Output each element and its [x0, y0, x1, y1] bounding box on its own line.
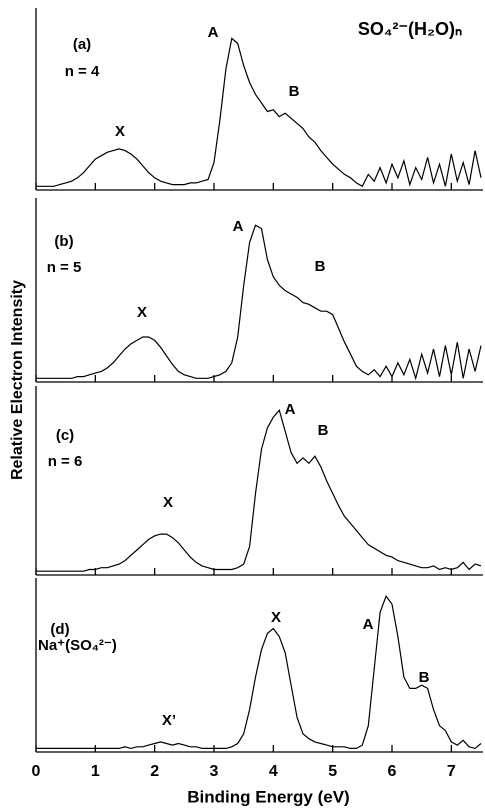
x-tick-label: 0 — [32, 763, 41, 780]
peak-annotation: A — [363, 616, 374, 633]
panel-sublabel: n = 4 — [65, 63, 100, 80]
peak-annotation: B — [315, 258, 326, 275]
spectrum-line — [36, 594, 482, 750]
x-tick-label: 7 — [447, 763, 456, 780]
x-tick-label: 2 — [150, 763, 159, 780]
peak-annotation: B — [318, 422, 329, 439]
y-axis-label: Relative Electron Intensity — [9, 280, 26, 480]
peak-annotation: X — [137, 304, 147, 321]
panel-sublabel: n = 6 — [48, 453, 83, 470]
peak-annotation: B — [419, 669, 430, 686]
peak-annotation: B — [289, 83, 300, 100]
x-tick-label: 5 — [328, 763, 337, 780]
peak-annotation: A — [285, 401, 296, 418]
panel-label: (d) — [50, 621, 69, 638]
peak-annotation: A — [233, 218, 244, 235]
x-tick-label: 3 — [210, 763, 219, 780]
panel-label: (b) — [54, 233, 73, 250]
panel-label: (a) — [73, 36, 91, 53]
x-tick-label: 4 — [269, 763, 278, 780]
peak-annotation: X — [271, 609, 281, 626]
panel-sublabel: n = 5 — [47, 259, 82, 276]
panel-sublabel: Na⁺(SO₄²⁻) — [38, 637, 117, 654]
spectrum-line — [36, 224, 482, 381]
x-tick-label: 6 — [388, 763, 397, 780]
panel-label: (c) — [56, 427, 74, 444]
spectrum-line — [36, 37, 482, 188]
chart-title: SO₄²⁻(H₂O)ₙ — [358, 19, 462, 39]
spectrum-line — [36, 408, 482, 572]
peak-annotation: X — [163, 494, 173, 511]
x-tick-label: 1 — [91, 763, 100, 780]
x-axis-label: Binding Energy (eV) — [187, 787, 349, 806]
peak-annotation: A — [208, 24, 219, 41]
peak-annotation: X — [115, 123, 125, 140]
peak-annotation: X’ — [162, 712, 176, 729]
